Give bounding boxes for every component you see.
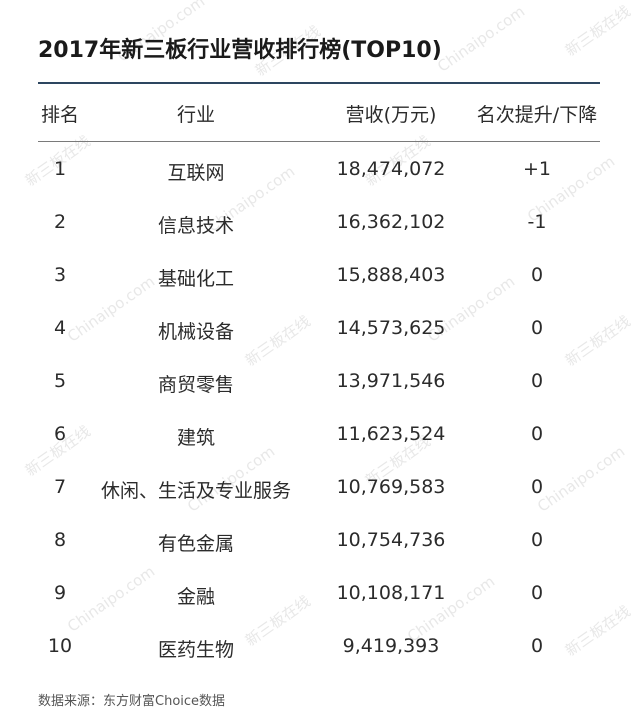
page-title: 2017年新三板行业营收排行榜(TOP10) bbox=[38, 38, 442, 63]
change-cell: 0 bbox=[530, 317, 544, 339]
watermark-text: Chinaipo.com bbox=[434, 2, 529, 76]
change-cell: +1 bbox=[522, 158, 551, 180]
industry-cell: 机械设备 bbox=[157, 321, 234, 343]
rank-cell: 1 bbox=[53, 158, 67, 180]
revenue-cell: 18,474,072 bbox=[336, 158, 446, 180]
rank-cell: 6 bbox=[53, 423, 67, 445]
industry-cell: 建筑 bbox=[176, 427, 215, 449]
industry-cell: 有色金属 bbox=[157, 533, 234, 555]
industry-cell: 休闲、生活及专业服务 bbox=[100, 480, 291, 502]
header-divider bbox=[38, 141, 600, 142]
header-rank: 排名 bbox=[40, 104, 79, 126]
title-divider bbox=[38, 82, 600, 84]
change-cell: -1 bbox=[527, 211, 547, 233]
watermark-text: 新三板在线 bbox=[561, 2, 634, 60]
industry-cell: 信息技术 bbox=[157, 215, 234, 237]
revenue-cell: 10,769,583 bbox=[336, 476, 446, 498]
industry-cell: 金融 bbox=[176, 586, 215, 608]
rank-cell: 8 bbox=[53, 529, 67, 551]
rank-cell: 4 bbox=[53, 317, 67, 339]
revenue-cell: 16,362,102 bbox=[336, 211, 446, 233]
industry-cell: 互联网 bbox=[167, 162, 225, 184]
revenue-cell: 11,623,524 bbox=[336, 423, 446, 445]
header-industry: 行业 bbox=[176, 104, 215, 126]
revenue-cell: 9,419,393 bbox=[342, 635, 440, 657]
revenue-cell: 10,754,736 bbox=[336, 529, 446, 551]
rank-cell: 9 bbox=[53, 582, 67, 604]
rank-cell: 3 bbox=[53, 264, 67, 286]
change-cell: 0 bbox=[530, 264, 544, 286]
change-cell: 0 bbox=[530, 370, 544, 392]
header-change: 名次提升/下降 bbox=[476, 104, 598, 126]
revenue-cell: 13,971,546 bbox=[336, 370, 446, 392]
change-cell: 0 bbox=[530, 423, 544, 445]
industry-cell: 商贸零售 bbox=[157, 374, 234, 396]
rank-cell: 2 bbox=[53, 211, 67, 233]
header-revenue: 营收(万元) bbox=[345, 104, 437, 126]
industry-cell: 基础化工 bbox=[157, 268, 234, 290]
industry-cell: 医药生物 bbox=[157, 639, 234, 661]
change-cell: 0 bbox=[530, 529, 544, 551]
change-cell: 0 bbox=[530, 582, 544, 604]
data-source-note: 数据来源：东方财富Choice数据 bbox=[38, 694, 226, 709]
revenue-cell: 14,573,625 bbox=[336, 317, 446, 339]
revenue-cell: 15,888,403 bbox=[336, 264, 446, 286]
rank-cell: 7 bbox=[53, 476, 67, 498]
change-cell: 0 bbox=[530, 635, 544, 657]
rank-cell: 5 bbox=[53, 370, 67, 392]
change-cell: 0 bbox=[530, 476, 544, 498]
rank-cell: 10 bbox=[47, 635, 73, 657]
revenue-cell: 10,108,171 bbox=[336, 582, 446, 604]
